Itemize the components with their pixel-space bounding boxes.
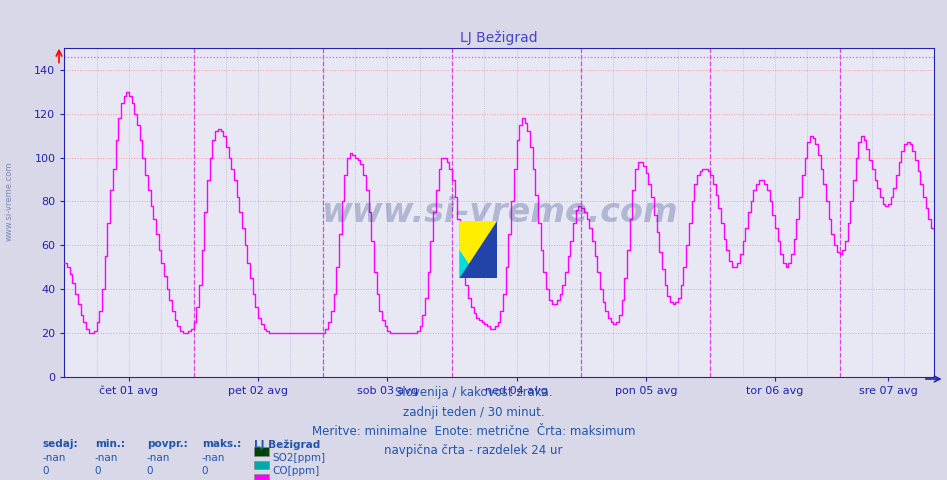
Text: Slovenija / kakovost zraka.: Slovenija / kakovost zraka. xyxy=(395,386,552,399)
Text: www.si-vreme.com: www.si-vreme.com xyxy=(5,162,14,241)
Text: SO2[ppm]: SO2[ppm] xyxy=(273,453,326,463)
Text: LJ Bežigrad: LJ Bežigrad xyxy=(254,439,320,450)
Text: Meritve: minimalne  Enote: metrične  Črta: maksimum: Meritve: minimalne Enote: metrične Črta:… xyxy=(312,425,635,438)
Text: 0: 0 xyxy=(95,466,101,476)
Text: sedaj:: sedaj: xyxy=(43,439,79,449)
Title: LJ Bežigrad: LJ Bežigrad xyxy=(460,31,538,46)
Polygon shape xyxy=(459,221,497,278)
Text: navpična črta - razdelek 24 ur: navpična črta - razdelek 24 ur xyxy=(384,444,563,457)
Text: zadnji teden / 30 minut.: zadnji teden / 30 minut. xyxy=(402,406,545,419)
Text: 0: 0 xyxy=(147,466,153,476)
Polygon shape xyxy=(459,221,497,278)
Text: min.:: min.: xyxy=(95,439,125,449)
Text: -nan: -nan xyxy=(43,453,66,463)
Text: -nan: -nan xyxy=(202,453,225,463)
Text: 0: 0 xyxy=(43,466,49,476)
Text: 0: 0 xyxy=(202,466,208,476)
Polygon shape xyxy=(459,250,478,278)
Text: maks.:: maks.: xyxy=(202,439,241,449)
Text: -nan: -nan xyxy=(147,453,170,463)
Text: CO[ppm]: CO[ppm] xyxy=(273,466,320,476)
Text: -nan: -nan xyxy=(95,453,118,463)
Text: povpr.:: povpr.: xyxy=(147,439,188,449)
Text: www.si-vreme.com: www.si-vreme.com xyxy=(321,196,677,229)
